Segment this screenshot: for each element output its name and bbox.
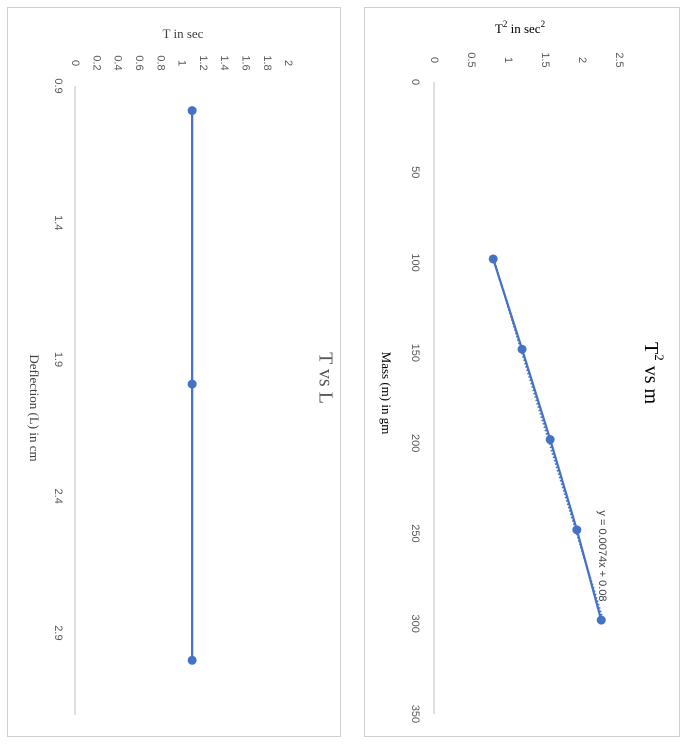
chart-t-vs-l: 0 0.2 0.4 0.6 0.8 1 1.2 1.4 1.6 1.8 2 0.9 1.4 1.9 2.4 2… <box>27 26 336 715</box>
data-point <box>187 106 197 116</box>
x-tick-label: 250 <box>409 524 421 542</box>
y-tick-label: 0.2 <box>90 55 102 70</box>
x-tick-label: 200 <box>409 434 421 452</box>
y-tick-label: 1 <box>502 57 514 63</box>
y-tick-label: 2 <box>576 57 588 63</box>
x-tick-label: 150 <box>409 344 421 362</box>
data-point <box>187 655 197 665</box>
x-tick-label: 100 <box>409 253 421 271</box>
data-point <box>517 344 527 354</box>
x-tick-label: 350 <box>409 705 421 723</box>
x-tick-label: 50 <box>409 166 421 178</box>
y-tick-label: 0 <box>69 60 81 66</box>
data-point <box>572 525 582 535</box>
y-tick-label: 2.5 <box>613 52 625 67</box>
data-point <box>488 254 498 264</box>
y-tick-label: 0.8 <box>154 55 166 70</box>
y-tick-label: 1.5 <box>539 52 551 67</box>
y-tick-label: 0.6 <box>133 55 145 70</box>
y-tick-label: 1.6 <box>239 55 251 70</box>
chart-panel-t2-vs-m: 0 0.5 1 1.5 2 2.5 0 50 100 150 200 250 300 350 T2 in s… <box>364 7 680 737</box>
y-tick-label: 2 <box>282 60 294 66</box>
x-tick-label: 2.9 <box>52 625 64 640</box>
data-point <box>187 379 197 389</box>
y-tick-label: 1.4 <box>218 55 230 70</box>
y-axis-title: T in sec <box>163 26 204 41</box>
x-tick-label: 1.9 <box>52 352 64 367</box>
chart-title: T2 vs m <box>640 342 667 405</box>
chart-t2-vs-m: 0 0.5 1 1.5 2 2.5 0 50 100 150 200 250 300 350 T2 in s… <box>379 19 667 723</box>
trendline-equation: y = 0.0074x + 0.08 <box>596 510 608 601</box>
y-tick-label: 0.5 <box>465 52 477 67</box>
x-tick-label: 0 <box>409 79 421 85</box>
chart-title: T vs L <box>314 352 336 404</box>
x-axis-title: Mass (m) in gm <box>379 352 394 435</box>
y-axis-title: T2 in sec2 <box>495 19 545 36</box>
y-tick-label: 1 <box>176 60 188 66</box>
x-tick-label: 0.9 <box>52 78 64 93</box>
x-tick-label: 1.4 <box>52 215 64 230</box>
y-tick-label: 1.2 <box>197 55 209 70</box>
y-tick-label: 0.4 <box>112 55 124 70</box>
y-tick-label: 0 <box>428 57 440 63</box>
y-tick-label: 1.8 <box>261 55 273 70</box>
chart-panel-t-vs-l: 0 0.2 0.4 0.6 0.8 1 1.2 1.4 1.6 1.8 2 0.9 1.4 1.9 2.4 2… <box>7 7 341 737</box>
x-axis-title: Deflection (L) in cm <box>27 354 42 461</box>
x-tick-label: 300 <box>409 615 421 633</box>
data-point <box>596 615 606 625</box>
data-point <box>545 435 555 445</box>
x-tick-label: 2.4 <box>52 489 64 504</box>
